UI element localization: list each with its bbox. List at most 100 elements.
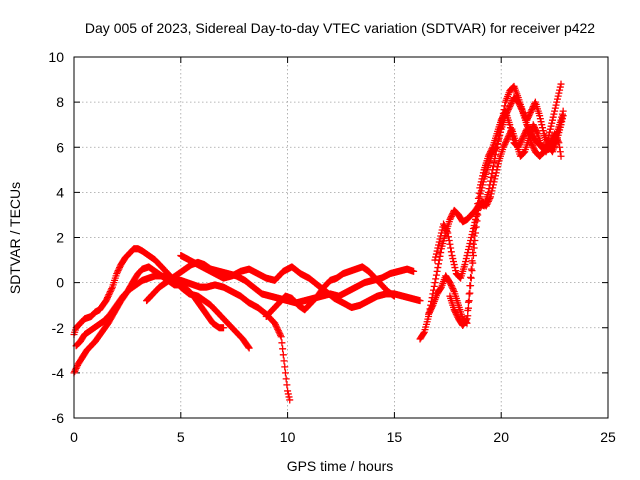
y-tick-label: 8 (56, 94, 64, 110)
data-point (449, 286, 457, 294)
data-point (445, 233, 453, 241)
data-point (437, 284, 445, 292)
x-tick-label: 25 (600, 429, 616, 445)
data-point (446, 240, 454, 248)
y-tick-label: -6 (52, 410, 65, 426)
data-point (532, 127, 540, 135)
data-point (410, 267, 418, 275)
data-point (553, 95, 561, 103)
data-point (487, 146, 495, 154)
data-point (476, 193, 484, 201)
data-point (514, 98, 522, 106)
data-point (443, 227, 451, 235)
data-point (556, 86, 564, 94)
data-point (477, 181, 485, 189)
data-point (536, 112, 544, 120)
data-point (432, 253, 440, 261)
data-point (390, 292, 398, 300)
data-point (472, 215, 480, 223)
data-point (280, 357, 288, 365)
data-point (220, 324, 228, 332)
data-point (492, 172, 500, 180)
data-point (276, 330, 284, 338)
data-point (526, 109, 534, 117)
data-point (271, 319, 279, 327)
data-point (504, 134, 512, 142)
data-point (467, 234, 475, 241)
data-point (501, 139, 509, 147)
data-point (539, 127, 547, 135)
data-point (279, 351, 287, 359)
data-point (494, 163, 502, 171)
data-point (536, 115, 544, 123)
data-point (425, 310, 433, 318)
data-point (447, 244, 455, 252)
data-point (436, 235, 444, 243)
data-point (106, 288, 114, 296)
data-point (463, 252, 471, 260)
data-point (464, 298, 472, 306)
data-point (448, 283, 456, 291)
data-point (529, 104, 537, 112)
y-axis-label: SDTVAR / TECUs (7, 182, 23, 294)
data-point (420, 329, 428, 337)
data-point (546, 139, 554, 147)
data-point (516, 103, 524, 111)
data-point (274, 325, 282, 333)
data-point (446, 279, 454, 287)
x-tick-label: 10 (280, 429, 296, 445)
data-point (416, 297, 424, 305)
data-point (272, 322, 280, 330)
data-point (537, 118, 545, 126)
data-point (551, 131, 559, 139)
data-point (115, 265, 123, 273)
data-point (428, 303, 436, 311)
data-point (489, 184, 497, 192)
data-point (533, 128, 541, 136)
data-point (538, 121, 546, 129)
data-point (284, 390, 292, 398)
data-point (506, 121, 514, 129)
data-point (437, 229, 445, 237)
data-point (449, 258, 457, 266)
data-point (499, 113, 507, 121)
data-point (502, 137, 510, 145)
data-point (469, 252, 477, 260)
data-point (487, 173, 495, 181)
data-point (278, 339, 286, 347)
data-point (506, 103, 514, 111)
data-point (503, 136, 511, 144)
data-point (462, 255, 470, 263)
data-point (557, 80, 565, 88)
data-point (546, 128, 554, 136)
data-point (284, 387, 292, 395)
data-point (468, 267, 476, 275)
data-point (488, 145, 496, 153)
data-point (285, 393, 293, 401)
data-point (551, 107, 559, 115)
data-point (483, 200, 491, 208)
data-point (427, 304, 435, 312)
data-point (474, 206, 482, 214)
data-point (464, 249, 472, 257)
data-point (492, 169, 500, 177)
data-point (553, 98, 561, 106)
data-point (114, 267, 122, 275)
data-point (463, 315, 471, 323)
data-point (494, 140, 502, 148)
data-point (432, 275, 440, 283)
data-point (456, 273, 464, 281)
data-point (437, 232, 445, 240)
data-point (113, 270, 121, 278)
data-point (276, 331, 284, 339)
data-point (442, 226, 450, 234)
data-point (475, 189, 483, 197)
data-point (434, 264, 442, 272)
data-point (426, 307, 434, 315)
data-point (446, 215, 454, 223)
data-point (527, 107, 535, 115)
data-series (70, 80, 567, 404)
data-point (464, 306, 472, 314)
data-point (470, 221, 478, 229)
